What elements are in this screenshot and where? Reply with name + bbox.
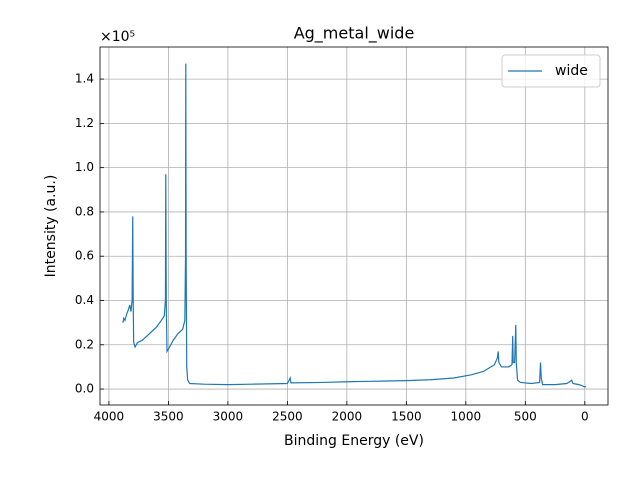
legend-box — [501, 54, 601, 88]
y-tick-label: 0.6 — [75, 249, 94, 263]
plot-frame — [99, 46, 609, 406]
x-tick-label: 0 — [581, 410, 589, 424]
y-tick-label: 0.4 — [75, 293, 94, 307]
x-tick-label: 3500 — [153, 410, 184, 424]
y-tick-label: 0.2 — [75, 337, 94, 351]
x-tick-label: 2500 — [272, 410, 303, 424]
y-tick-label: 1.4 — [75, 72, 94, 86]
x-tick-label: 2000 — [332, 410, 363, 424]
legend-label: wide — [555, 63, 588, 79]
y-tick-label: 0.0 — [75, 382, 94, 396]
x-tick-label: 500 — [514, 410, 537, 424]
y-tick-label: 1.0 — [75, 160, 94, 174]
y-axis-label: Intensity (a.u.) — [43, 175, 59, 278]
chart-title: Ag_metal_wide — [294, 24, 415, 44]
y-offset-label: ×10⁵ — [100, 29, 135, 45]
x-tick-label: 3000 — [213, 410, 244, 424]
y-tick-label: 0.8 — [75, 204, 94, 218]
x-tick-label: 4000 — [94, 410, 125, 424]
x-axis-label: Binding Energy (eV) — [284, 433, 424, 449]
x-tick-label: 1500 — [391, 410, 422, 424]
x-tick-label: 1000 — [451, 410, 482, 424]
y-tick-label: 1.2 — [75, 116, 94, 130]
data-line — [122, 63, 587, 388]
